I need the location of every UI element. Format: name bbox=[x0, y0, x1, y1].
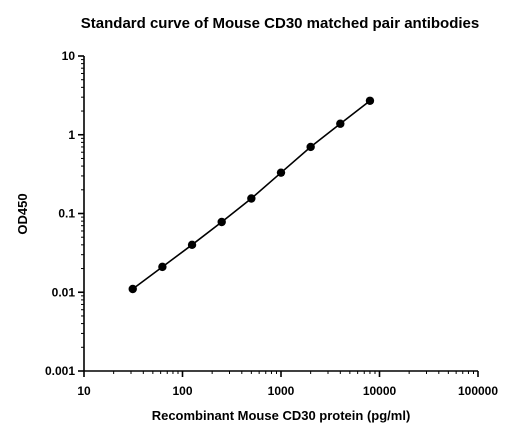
y-axis-label: OD450 bbox=[15, 193, 30, 234]
x-axis-label: Recombinant Mouse CD30 protein (pg/ml) bbox=[152, 408, 411, 423]
x-tick-label: 100 bbox=[172, 384, 192, 398]
x-axis: 10 100 1000 10000 100000 bbox=[77, 370, 498, 398]
plot-area bbox=[128, 96, 375, 294]
x-tick-label: 10000 bbox=[363, 384, 397, 398]
data-point bbox=[217, 217, 226, 227]
y-minor-ticks bbox=[81, 59, 84, 348]
chart-title: Standard curve of Mouse CD30 matched pai… bbox=[81, 15, 479, 32]
y-tick-label: 0.01 bbox=[52, 285, 76, 299]
data-point bbox=[365, 96, 375, 105]
y-tick-label: 0.001 bbox=[45, 364, 75, 378]
y-ticks: 0.001 0.01 0.1 1 10 bbox=[45, 49, 84, 378]
y-tick-label: 10 bbox=[62, 49, 76, 63]
x-ticks: 10 100 1000 10000 100000 bbox=[77, 371, 498, 398]
data-point bbox=[187, 240, 197, 250]
y-tick-label: 0.1 bbox=[58, 207, 75, 221]
data-point bbox=[306, 142, 315, 152]
x-tick-label: 100000 bbox=[458, 384, 498, 398]
data-point bbox=[247, 194, 256, 203]
data-point bbox=[336, 119, 345, 128]
data-point bbox=[158, 262, 167, 272]
y-axis: 0.001 0.01 0.1 1 10 bbox=[45, 49, 85, 378]
data-point bbox=[276, 168, 286, 177]
y-tick-label: 1 bbox=[68, 128, 75, 142]
x-minor-ticks bbox=[113, 371, 474, 374]
x-tick-label: 10 bbox=[77, 384, 91, 398]
x-tick-label: 1000 bbox=[268, 384, 295, 398]
data-point bbox=[128, 284, 137, 294]
